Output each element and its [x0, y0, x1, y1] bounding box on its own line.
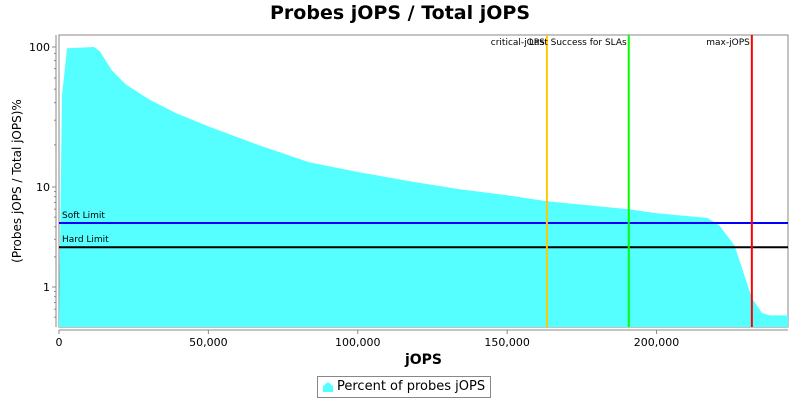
x-axis-label: jOPS: [404, 352, 442, 368]
x-tick-label: 0: [56, 336, 63, 349]
x-tick-label: 50,000: [189, 336, 228, 349]
y-axis-label: (Probes jOPS / Total jOPS)%: [10, 99, 24, 263]
vmarker-label-1: Last Success for SLAs: [529, 38, 627, 48]
marker-label-1: Hard Limit: [62, 235, 109, 245]
legend: Percent of probes jOPS: [317, 376, 492, 398]
y-tick-label: 100: [29, 41, 50, 54]
x-tick-label: 100,000: [335, 336, 381, 349]
chart-title: Probes jOPS / Total jOPS: [270, 2, 530, 24]
area-series-probes: [59, 47, 788, 327]
legend-label: Percent of probes jOPS: [337, 379, 486, 394]
x-tick-label: 200,000: [634, 336, 680, 349]
x-tick-label: 150,000: [484, 336, 530, 349]
y-tick-label: 1: [43, 281, 50, 294]
legend-swatch-icon: [323, 382, 333, 392]
marker-label-0: Soft Limit: [62, 211, 105, 221]
vmarker-label-2: max-jOPS: [706, 38, 750, 48]
y-tick-label: 10: [36, 181, 50, 194]
vmarker-label-0: critical-jOPS: [491, 38, 545, 48]
